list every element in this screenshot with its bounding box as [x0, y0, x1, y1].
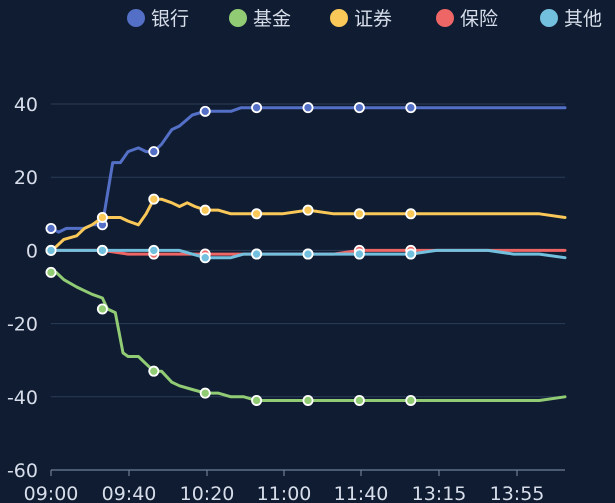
data-point — [251, 102, 263, 114]
legend-item[interactable]: 证券 — [330, 8, 392, 30]
data-point — [148, 365, 160, 377]
data-point — [148, 193, 160, 205]
data-point — [148, 244, 160, 256]
legend-label: 基金 — [253, 8, 291, 30]
legend-dot-icon — [229, 9, 247, 27]
legend-dot-icon — [330, 9, 348, 27]
data-point — [302, 248, 314, 260]
data-point — [302, 204, 314, 216]
legend-label: 证券 — [354, 8, 392, 30]
data-point — [199, 387, 211, 399]
data-point — [302, 394, 314, 406]
x-tick-label: 13:55 — [490, 483, 545, 503]
data-point — [405, 248, 417, 260]
data-point — [353, 394, 365, 406]
data-point — [353, 248, 365, 260]
data-point — [148, 146, 160, 158]
y-tick-label: 0 — [26, 240, 38, 262]
data-point — [96, 244, 108, 256]
data-point — [353, 208, 365, 220]
y-tick-label: -60 — [7, 460, 38, 482]
y-tick-label: 40 — [14, 94, 38, 116]
legend-label: 保险 — [460, 8, 498, 30]
data-point — [45, 244, 57, 256]
data-point — [405, 208, 417, 220]
data-point — [353, 102, 365, 114]
data-point — [96, 303, 108, 315]
data-point — [251, 248, 263, 260]
series-4 — [45, 244, 567, 264]
legend-dot-icon — [540, 9, 558, 27]
y-tick-label: 20 — [14, 167, 38, 189]
data-point — [199, 105, 211, 117]
x-tick-label: 11:40 — [334, 483, 389, 503]
data-point — [199, 252, 211, 264]
x-tick-label: 09:00 — [24, 483, 79, 503]
legend-item[interactable]: 其他 — [540, 8, 602, 30]
legend-item[interactable]: 保险 — [436, 8, 498, 30]
legend-item[interactable]: 基金 — [229, 8, 291, 30]
data-point — [199, 204, 211, 216]
data-point — [251, 208, 263, 220]
series-2 — [49, 193, 567, 252]
y-tick-label: -20 — [7, 314, 38, 336]
x-tick-label: 09:40 — [102, 483, 157, 503]
legend: 银行 基金 证券 保险 其他 — [127, 8, 602, 30]
y-tick-label: -40 — [7, 387, 38, 409]
series-1 — [45, 266, 567, 406]
data-point — [45, 266, 57, 278]
series-line — [49, 270, 567, 402]
series-layer — [45, 102, 567, 406]
legend-label: 银行 — [151, 8, 189, 30]
x-tick-label: 10:20 — [180, 483, 235, 503]
x-tick-label: 13:15 — [412, 483, 467, 503]
legend-dot-icon — [127, 9, 145, 27]
data-point — [45, 222, 57, 234]
legend-dot-icon — [436, 9, 454, 27]
grid-lines — [51, 103, 565, 471]
legend-item[interactable]: 银行 — [127, 8, 189, 30]
data-point — [405, 394, 417, 406]
data-point — [96, 211, 108, 223]
data-point — [405, 102, 417, 114]
data-point — [302, 102, 314, 114]
series-0 — [45, 102, 567, 234]
legend-label: 其他 — [564, 8, 602, 30]
x-tick-label: 11:00 — [257, 483, 312, 503]
data-point — [251, 394, 263, 406]
